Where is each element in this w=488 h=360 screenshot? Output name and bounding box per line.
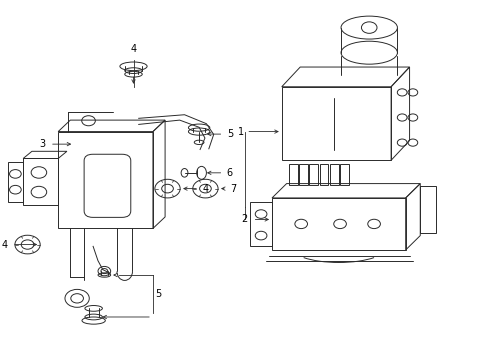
Bar (339, 164, 348, 185)
Bar (319, 164, 328, 185)
Bar (281, 87, 390, 160)
Text: 5: 5 (226, 129, 233, 139)
Text: 3: 3 (39, 139, 45, 149)
Bar (288, 164, 297, 185)
Text: 4: 4 (202, 184, 208, 194)
Bar (299, 164, 307, 185)
Text: 1: 1 (238, 127, 244, 136)
Bar (271, 198, 405, 250)
Text: 6: 6 (226, 168, 232, 178)
Bar (8, 162, 23, 202)
Text: 4: 4 (2, 239, 8, 249)
Text: 7: 7 (229, 184, 236, 194)
Text: 2: 2 (241, 215, 247, 224)
Text: 4: 4 (130, 45, 136, 54)
Bar (309, 164, 318, 185)
Bar (23, 158, 58, 205)
Text: 5: 5 (155, 289, 162, 299)
Bar (329, 164, 338, 185)
